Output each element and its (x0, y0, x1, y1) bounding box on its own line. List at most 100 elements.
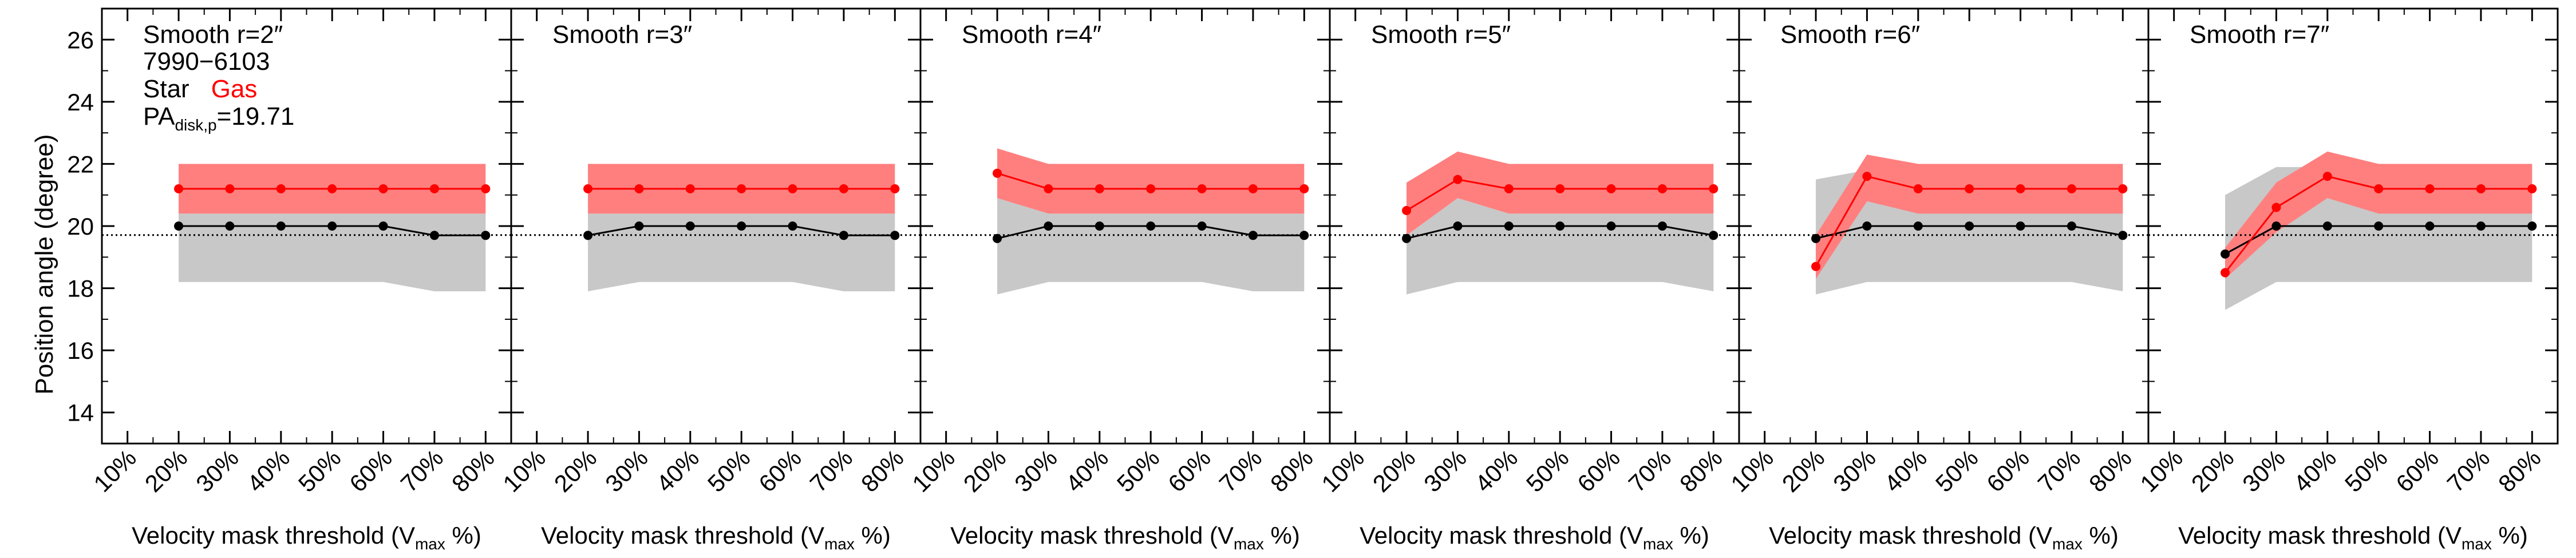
x-tick-label: 80% (447, 444, 500, 497)
panel-4: 10%20%30%40%50%60%70%80% Velocity mask th… (1316, 7, 1740, 553)
panel-1: 14 16 18 20 22 24 26 10%20%30%40%50%60%70%80% Ve… (67, 7, 512, 553)
panel-3: 10%20%30%40%50%60%70%80% Velocity mask th… (907, 7, 1331, 553)
star-point (1657, 221, 1667, 231)
star-point (1811, 234, 1821, 243)
gas-point (2271, 203, 2281, 212)
star-point (1709, 231, 1718, 240)
gas-point (737, 184, 746, 193)
panel-title: Smooth r=7″ (2190, 21, 2329, 49)
panel-title: Smooth r=5″ (1371, 21, 1511, 49)
gas-point (1453, 175, 1463, 184)
x-axis-label-text: Velocity mask threshold (V (1769, 522, 2052, 549)
star-point (1862, 221, 1872, 231)
gas-point (2322, 172, 2332, 181)
legend-line: Star Gas (143, 75, 257, 103)
x-tick-label: 30% (191, 444, 244, 497)
x-tick-label: 40% (651, 444, 705, 497)
pa-label: PA (143, 102, 175, 130)
x-tick-label: 40% (1470, 444, 1523, 497)
star-point (378, 221, 388, 231)
gas-point (1811, 262, 1821, 271)
x-axis-label: Velocity mask threshold (Vmax %) (132, 522, 481, 553)
y-tick-label: 24 (67, 89, 94, 116)
star-point (2527, 221, 2537, 231)
gas-point (1709, 184, 1718, 193)
star-point (993, 234, 1002, 243)
x-axis-label-text: Velocity mask threshold (V (132, 522, 415, 549)
gas-point (174, 184, 184, 193)
x-axis-label-subscript: max (1234, 535, 1264, 553)
gas-point (1146, 184, 1156, 193)
x-tick-label: 80% (1674, 444, 1728, 497)
x-axis-label-text: Velocity mask threshold (V (541, 522, 824, 549)
x-axis-label: Velocity mask threshold (Vmax %) (950, 522, 1300, 553)
x-axis-label-text: Velocity mask threshold (V (950, 522, 1234, 549)
star-point (2476, 221, 2486, 231)
x-tick-label: 40% (2289, 444, 2342, 497)
x-tick-label: 70% (1623, 444, 1677, 497)
gas-point (2527, 184, 2537, 193)
gas-point (839, 184, 848, 193)
gas-point (2067, 184, 2076, 193)
x-axis-label: Velocity mask threshold (Vmax %) (1769, 522, 2119, 553)
star-point (839, 231, 848, 240)
star-point (2221, 249, 2230, 259)
star-point (1965, 221, 1974, 231)
galaxy-id: 7990−6103 (143, 48, 270, 76)
x-axis-label-text: Velocity mask threshold (V (1360, 522, 1643, 549)
star-uncertainty-band (179, 213, 486, 291)
gas-point (1197, 184, 1207, 193)
x-tick-label: 50% (1112, 444, 1165, 497)
pa-subscript: disk,p (175, 116, 216, 134)
gas-point (481, 184, 491, 193)
x-tick-label: 70% (805, 444, 858, 497)
x-tick-label: 20% (2186, 444, 2239, 497)
star-point (2271, 221, 2281, 231)
star-point (276, 221, 286, 231)
gas-point (1044, 184, 1053, 193)
gas-point (1095, 184, 1104, 193)
x-tick-label: 20% (958, 444, 1012, 497)
gas-uncertainty-band (1406, 151, 1714, 236)
gas-point (634, 184, 644, 193)
x-axis-label-subscript: max (2052, 535, 2083, 553)
x-tick-label: 50% (1930, 444, 1984, 497)
x-axis-label-subscript: max (824, 535, 855, 553)
gas-point (1862, 172, 1872, 181)
star-point (429, 231, 439, 240)
star-point (1197, 221, 1207, 231)
x-tick-label: 70% (396, 444, 449, 497)
x-axis-label-suffix: %) (855, 522, 891, 549)
x-axis-label: Velocity mask threshold (Vmax %) (2178, 522, 2528, 553)
x-tick-label: 50% (702, 444, 756, 497)
x-tick-label: 40% (242, 444, 295, 497)
star-point (327, 221, 337, 231)
panel-6: 10%20%30%40%50%60%70%80% Velocity mask th… (2135, 7, 2559, 553)
x-tick-label: 30% (2237, 444, 2290, 497)
x-tick-label: 10% (2135, 444, 2188, 497)
x-tick-label: 40% (1879, 444, 1933, 497)
star-point (1402, 234, 1412, 243)
x-axis-label: Velocity mask threshold (Vmax %) (1360, 522, 1709, 553)
y-tick-label: 16 (67, 337, 94, 364)
star-point (481, 231, 491, 240)
x-tick-label: 60% (1981, 444, 2034, 497)
y-tick-label: 22 (67, 151, 94, 177)
x-tick-label: 10% (907, 444, 960, 497)
gas-point (327, 184, 337, 193)
gas-point (1248, 184, 1258, 193)
star-point (2374, 221, 2384, 231)
gas-point (2374, 184, 2384, 193)
gas-point (276, 184, 286, 193)
y-axis-label: Position angle (degree) (30, 134, 58, 395)
x-tick-label: 30% (1419, 444, 1472, 497)
y-tick-label: 18 (67, 275, 94, 302)
star-point (583, 231, 593, 240)
gas-point (993, 168, 1002, 178)
gas-point (2425, 184, 2435, 193)
pa-annotation: PAdisk,p=19.71 (143, 102, 294, 134)
x-tick-label: 60% (753, 444, 807, 497)
gas-point (2476, 184, 2486, 193)
gas-point (1606, 184, 1616, 193)
